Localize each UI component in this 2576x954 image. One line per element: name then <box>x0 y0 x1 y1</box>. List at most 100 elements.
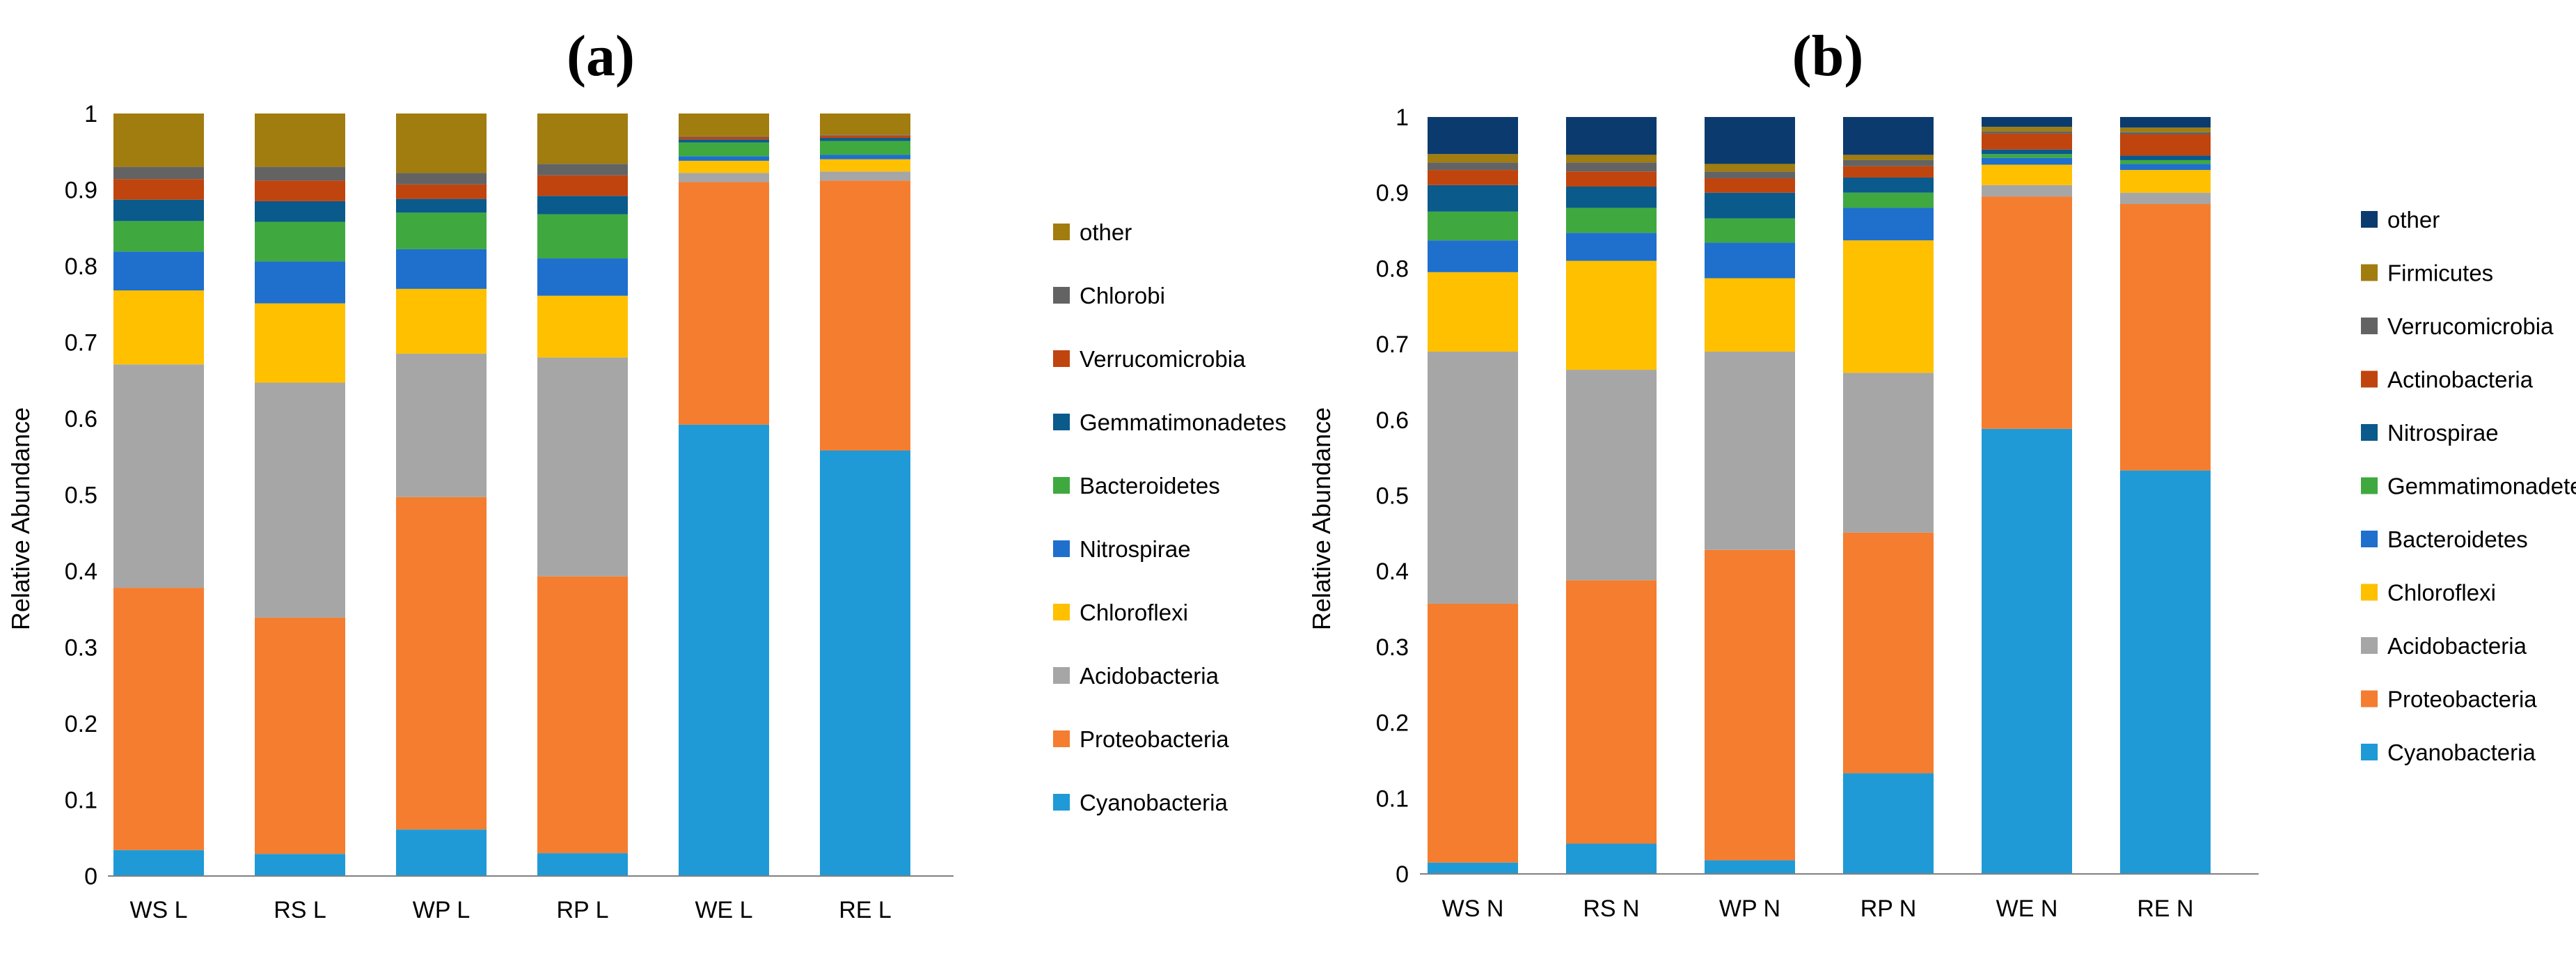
panel-a-bar-ws-l-chlorobi <box>113 166 204 180</box>
panel-a-bar-rs-l-chlorobi <box>255 166 345 181</box>
panel-b-legend-label-other: other <box>2387 207 2440 233</box>
panel-b-bar-ws-n-verrucomicrobia <box>1428 162 1518 171</box>
panel-a-x-ticks: WS L RS L WP L RP L WE L RE L <box>129 897 891 923</box>
panel-a-bar-wp-l-bacteroidetes <box>396 212 487 249</box>
panel-b-title: (b) <box>1792 24 1864 88</box>
panel-a-bar-rp-l-acidobacteria <box>537 357 628 577</box>
panel-a-y-tick-label: 0.2 <box>65 711 97 737</box>
panel-b-legend-swatch-bacteroidetes <box>2361 531 2378 547</box>
panel-a-bar-rs-l-other <box>255 114 345 167</box>
panel-a-bar-wp-l-gemmatimonadetes <box>396 198 487 213</box>
panel-a-bar-rs-l-nitrospirae <box>255 261 345 304</box>
panel-a-bar-re-l-gemmatimonadetes <box>820 138 910 141</box>
panel-b-bar-wp-n-bacteroidetes <box>1705 242 1795 279</box>
panel-b-bar-ws-n-nitrospirae <box>1428 185 1518 212</box>
panel-b-bar-ws-n-acidobacteria <box>1428 351 1518 604</box>
panel-b-bar-we-n-acidobacteria <box>1982 185 2072 197</box>
panel-b-y-tick-label: 0.5 <box>1376 483 1409 510</box>
panel-b-bar-rs-n-chloroflexi <box>1566 260 1657 370</box>
panel-a-bar-we-l-bacteroidetes <box>679 142 769 157</box>
panel-b-y-tick-label: 0.6 <box>1376 407 1409 434</box>
panel-a-bar-ws-l-cyanobacteria <box>113 850 204 876</box>
panel-b-legend-swatch-firmicutes <box>2361 264 2378 281</box>
panel-a-bar-ws-l-verrucomicrobia <box>113 179 204 200</box>
panel-a-y-tick-label: 1 <box>84 101 97 127</box>
panel-b-bar-we-n-bacteroidetes <box>1982 157 2072 165</box>
panel-a-bar-wp-l-verrucomicrobia <box>396 184 487 199</box>
panel-b-bar-ws-n-proteobacteria <box>1428 603 1518 863</box>
panel-a-bar-ws-l-other <box>113 114 204 167</box>
panel-a-title: (a) <box>567 24 635 88</box>
panel-b-bar-rp-n-other <box>1843 117 1934 155</box>
panel-a-legend-label-other: other <box>1080 219 1132 245</box>
panel-a-legend-label-bacteroidetes: Bacteroidetes <box>1080 473 1220 499</box>
panel-b-legend-label-bacteroidetes: Bacteroidetes <box>2387 526 2528 552</box>
panel-a-bars <box>113 114 910 876</box>
panel-b-legend-swatch-actinobacteria <box>2361 370 2378 388</box>
panel-a-y-tick-label: 0.7 <box>65 330 97 357</box>
panel-a-y-tick-label: 0.1 <box>65 788 97 814</box>
panel-a-bar-we-l-gemmatimonadetes <box>679 139 769 143</box>
panel-b-bar-wp-n-cyanobacteria <box>1705 860 1795 874</box>
panel-a-legend-swatch-chlorobi <box>1053 287 1070 304</box>
panel-a-bar-we-l-verrucomicrobia <box>679 136 769 140</box>
panel-a-y-tick-label: 0.8 <box>65 253 97 280</box>
panel-b-bar-wp-n-proteobacteria <box>1705 549 1795 861</box>
panel-b-bar-wp-n-gemmatimonadetes <box>1705 218 1795 243</box>
panel-b-bar-re-n-acidobacteria <box>2120 192 2211 205</box>
panel-a-bar-rp-l-chlorobi <box>537 164 628 175</box>
panel-b-bar-re-n-cyanobacteria <box>2120 470 2211 874</box>
panel-b-bar-rs-n-proteobacteria <box>1566 580 1657 844</box>
panel-b-bar-rs-n-acidobacteria <box>1566 370 1657 581</box>
panel-b-bar-rs-n-gemmatimonadetes <box>1566 208 1657 233</box>
panel-b-legend-label-nitrospirae: Nitrospirae <box>2387 420 2499 446</box>
panel-b-bar-rs-n-firmicutes <box>1566 155 1657 163</box>
panel-b-bar-ws-n-gemmatimonadetes <box>1428 211 1518 241</box>
panel-b-bar-re-n-firmicutes <box>2120 127 2211 132</box>
panel-b-bar-re-n-chloroflexi <box>2120 170 2211 193</box>
panel-b-legend-swatch-cyanobacteria <box>2361 744 2378 760</box>
panel-b-bars <box>1428 117 2211 874</box>
panel-a-legend-label-acidobacteria: Acidobacteria <box>1080 663 1219 689</box>
panel-a-bar-re-l-verrucomicrobia <box>820 135 910 139</box>
panel-b-bar-wp-n-firmicutes <box>1705 164 1795 172</box>
panel-b-bar-rp-n-verrucomicrobia <box>1843 159 1934 166</box>
panel-a-bar-ws-l-chloroflexi <box>113 290 204 365</box>
panel-a-bar-we-l-proteobacteria <box>679 182 769 425</box>
panel-b-y-tick-label: 0.4 <box>1376 558 1409 585</box>
panel-b-chart: (b) Relative Abundance 00.10.20.30.40.50… <box>1307 24 2576 922</box>
panel-a-bar-rp-l-bacteroidetes <box>537 214 628 259</box>
panel-a-y-ticks: 0 0.1 0.2 0.3 0.4 0.5 0.6 0.7 0.8 0.9 1 <box>65 101 97 890</box>
panel-b-bar-re-n-gemmatimonadetes <box>2120 159 2211 164</box>
panel-a-legend-label-chlorobi: Chlorobi <box>1080 283 1165 308</box>
panel-b-y-tick-label: 0.3 <box>1376 634 1409 661</box>
panel-b-x-tick-label: RS N <box>1583 896 1639 922</box>
panel-b-bar-rp-n-cyanobacteria <box>1843 773 1934 874</box>
panel-a-legend-label-chloroflexi: Chloroflexi <box>1080 600 1188 625</box>
panel-b-legend-swatch-verrucomicrobia <box>2361 318 2378 334</box>
panel-a-bar-wp-l-chloroflexi <box>396 288 487 354</box>
panel-a-chart: (a) Relative Abundance 00.10.20.30.40.50… <box>6 24 1286 923</box>
panel-b-bar-ws-n-actinobacteria <box>1428 170 1518 185</box>
panel-a-x-tick-label: WE L <box>695 897 752 923</box>
panel-a-bar-re-l-proteobacteria <box>820 180 910 451</box>
panel-a-bar-wp-l-chlorobi <box>396 173 487 185</box>
panel-b-bar-ws-n-cyanobacteria <box>1428 862 1518 874</box>
panel-a-legend-swatch-acidobacteria <box>1053 667 1070 684</box>
panel-b-bar-re-n-bacteroidetes <box>2120 164 2211 171</box>
panel-b-bar-ws-n-chloroflexi <box>1428 272 1518 352</box>
panel-a-legend-swatch-proteobacteria <box>1053 730 1070 747</box>
panel-b-bar-rp-n-nitrospirae <box>1843 177 1934 193</box>
panel-a-y-tick-label: 0 <box>84 863 97 890</box>
panel-b-bar-we-n-actinobacteria <box>1982 133 2072 150</box>
panel-b-y-tick-label: 0.8 <box>1376 256 1409 282</box>
panel-b-bar-ws-n-other <box>1428 117 1518 155</box>
panel-a-y-tick-label: 0.3 <box>65 635 97 662</box>
panel-b-y-tick-label: 0.2 <box>1376 710 1409 737</box>
panel-a-bar-rs-l-bacteroidetes <box>255 221 345 262</box>
panel-b-legend-swatch-other <box>2361 211 2378 228</box>
panel-a-bar-re-l-bacteroidetes <box>820 141 910 155</box>
panel-a-bar-rs-l-gemmatimonadetes <box>255 201 345 222</box>
panel-b-x-tick-label: WP N <box>1719 896 1780 922</box>
